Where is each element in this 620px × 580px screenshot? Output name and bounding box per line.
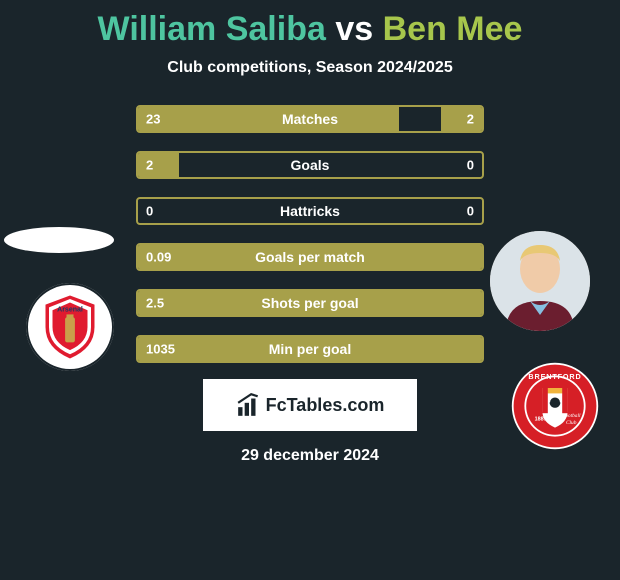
brentford-icon: BRENTFORD Football Club 1889 xyxy=(510,361,600,451)
stat-left-value: 2 xyxy=(146,158,153,173)
player2-avatar xyxy=(490,231,590,331)
stat-label: Goals xyxy=(291,157,330,173)
player2-name: Ben Mee xyxy=(383,10,523,48)
club2-badge: BRENTFORD Football Club 1889 xyxy=(510,361,600,451)
stat-label: Hattricks xyxy=(280,203,340,219)
vs-text: vs xyxy=(335,10,373,48)
page-title: William Saliba vs Ben Mee xyxy=(0,0,620,49)
stat-left-value: 2.5 xyxy=(146,296,164,311)
stat-row: 0 Hattricks 0 xyxy=(136,197,484,225)
brand-chart-icon xyxy=(236,392,262,418)
stat-right-fill xyxy=(441,107,482,131)
player1-name: William Saliba xyxy=(98,10,326,48)
svg-text:BRENTFORD: BRENTFORD xyxy=(528,372,581,381)
stat-left-fill xyxy=(138,153,179,177)
stat-row: 23 Matches 2 xyxy=(136,105,484,133)
stat-left-fill xyxy=(138,107,399,131)
player2-photo-icon xyxy=(490,231,590,331)
stat-label: Shots per goal xyxy=(261,295,358,311)
stat-row: 2.5 Shots per goal xyxy=(136,289,484,317)
stat-right-value: 0 xyxy=(467,158,474,173)
stat-left-value: 0 xyxy=(146,204,153,219)
content-area: Arsenal BRENTFORD Football xyxy=(0,105,620,465)
arsenal-icon: Arsenal xyxy=(35,292,105,362)
stat-left-value: 23 xyxy=(146,112,160,127)
svg-text:Club: Club xyxy=(566,420,577,426)
svg-text:1889: 1889 xyxy=(535,416,547,422)
svg-text:Football: Football xyxy=(561,413,581,419)
subtitle: Club competitions, Season 2024/2025 xyxy=(0,59,620,77)
stat-left-value: 1035 xyxy=(146,342,175,357)
stat-row: 1035 Min per goal xyxy=(136,335,484,363)
stat-row: 0.09 Goals per match xyxy=(136,243,484,271)
stat-label: Min per goal xyxy=(269,341,351,357)
club1-badge: Arsenal xyxy=(26,283,114,371)
svg-text:Arsenal: Arsenal xyxy=(57,307,83,314)
brand-box[interactable]: FcTables.com xyxy=(203,379,417,431)
stat-left-value: 0.09 xyxy=(146,250,171,265)
stats-table: 23 Matches 2 2 Goals 0 0 Hattricks 0 0.0… xyxy=(136,105,484,363)
player1-avatar xyxy=(4,227,114,253)
stat-right-value: 0 xyxy=(467,204,474,219)
stat-right-value: 2 xyxy=(467,112,474,127)
stat-row: 2 Goals 0 xyxy=(136,151,484,179)
stat-label: Matches xyxy=(282,111,338,127)
stat-label: Goals per match xyxy=(255,249,365,265)
brand-text: FcTables.com xyxy=(266,395,385,416)
